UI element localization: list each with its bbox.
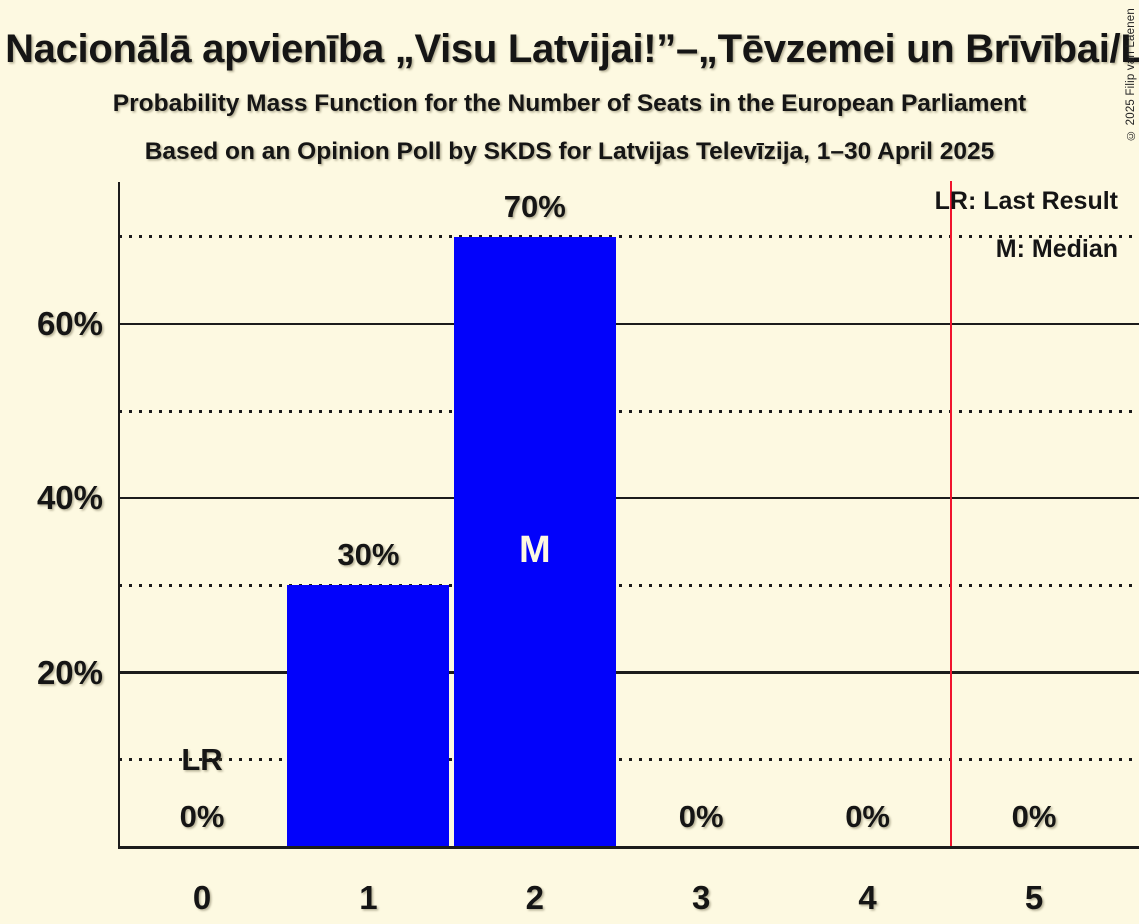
x-tick-label: 5 xyxy=(1024,879,1044,916)
last-result-line xyxy=(949,181,953,846)
x-tick-label: 3 xyxy=(692,879,711,916)
gridline-dotted xyxy=(119,583,1139,587)
legend-median-label: M: Median xyxy=(995,235,1118,263)
gridline-solid xyxy=(119,322,1139,326)
gridline-solid xyxy=(119,496,1139,500)
bar xyxy=(287,585,450,848)
gridline-dotted xyxy=(119,409,1139,413)
bar xyxy=(453,236,616,848)
bar-value-label: 0% xyxy=(845,799,890,834)
last-result-label: LR xyxy=(181,741,223,777)
gridline-solid xyxy=(119,671,1139,674)
bar-value-label: 70% xyxy=(503,188,566,224)
x-tick-label: 0 xyxy=(192,879,212,916)
x-tick-label: 2 xyxy=(525,879,544,916)
y-axis-line xyxy=(117,182,120,848)
bar-value-label: 0% xyxy=(1011,799,1057,834)
gridline-dotted xyxy=(119,235,1139,239)
median-marker-label: M xyxy=(518,529,551,571)
x-axis-line xyxy=(117,845,1139,849)
chart-subtitle: Probability Mass Function for the Number… xyxy=(112,90,1027,117)
chart-source-line: Based on an Opinion Poll by SKDS for Lat… xyxy=(144,138,995,165)
bar-value-label: 30% xyxy=(337,537,400,573)
legend-last-result-label: LR: Last Result xyxy=(934,187,1118,215)
x-tick-label: 4 xyxy=(858,879,877,916)
gridline-dotted xyxy=(119,758,1139,762)
y-tick-label: 20% xyxy=(36,653,103,691)
bar-value-label: 0% xyxy=(678,799,724,834)
y-tick-label: 40% xyxy=(36,479,103,517)
y-tick-label: 60% xyxy=(36,304,103,342)
bar-value-label: 0% xyxy=(179,799,225,834)
x-tick-label: 1 xyxy=(359,879,378,916)
